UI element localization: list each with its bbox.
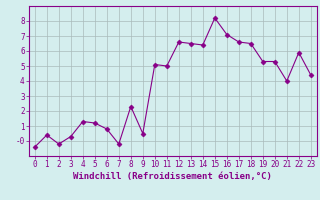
X-axis label: Windchill (Refroidissement éolien,°C): Windchill (Refroidissement éolien,°C) xyxy=(73,172,272,181)
